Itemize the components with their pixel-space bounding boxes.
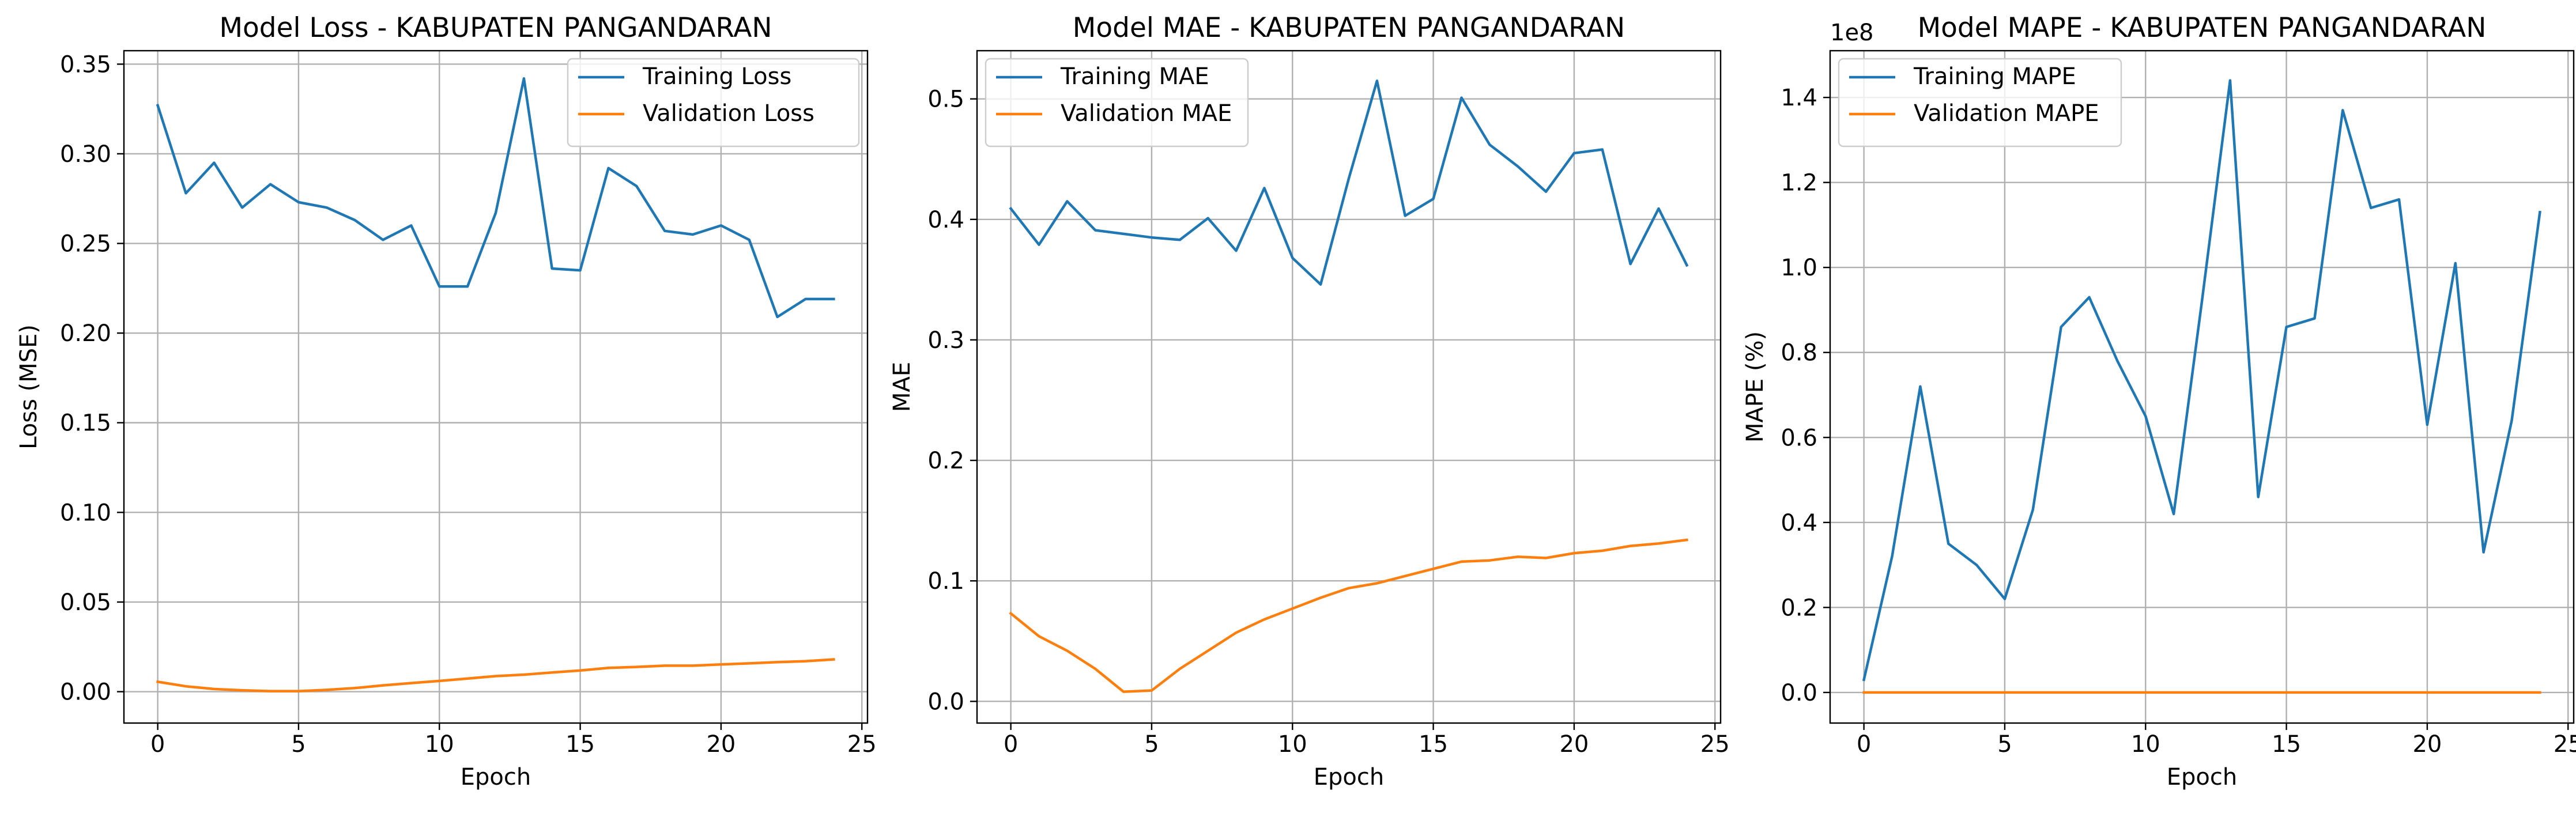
series-line-training-mape [1862,79,2541,682]
y-tick-label: 0.1 [927,568,964,595]
y-tick-label: 0.3 [927,327,964,354]
y-tick-label: 1.2 [1781,170,1817,196]
y-tick-label: 1.4 [1781,85,1817,111]
y-tick-label: 0.8 [1781,340,1817,366]
legend-box [1838,58,2122,147]
x-tick-label: 5 [1997,731,2012,758]
x-tick-label: 25 [847,731,877,758]
axes-frame [123,50,869,724]
y-tick-label: 0.0 [927,688,964,715]
y-tick-label: 0.15 [60,410,111,437]
y-tick-label: 0.5 [927,86,964,113]
x-tick-label: 15 [2272,731,2301,758]
chart-panel-3: 0 5 10 15 20 25 0.0 0.2 0.4 0.6 0.8 1.0 1.2 1.4 Epoch M… [1742,12,2576,790]
x-tick-label: 15 [1419,731,1448,758]
x-axis-label: Epoch [2167,764,2237,790]
x-tick-label: 0 [1004,731,1018,758]
series-line-training-loss [156,77,835,319]
legend-box [567,58,860,147]
y-tick-label: 0.30 [60,141,111,168]
legend-box [985,58,1249,147]
y-tick-label: 0.35 [60,51,111,78]
x-tick-label: 10 [425,731,454,758]
y-axis-offset-label: 1e8 [1830,20,1874,46]
x-tick-label: 10 [1278,731,1307,758]
legend: Training MAE Validation MAE [985,58,1249,147]
x-tick-label: 0 [150,731,165,758]
x-tick-label: 20 [2412,731,2442,758]
x-tick-label: 25 [1700,731,1730,758]
y-tick-label: 0.2 [1781,595,1817,621]
legend: Training Loss Validation Loss [567,58,860,147]
chart-title: Model Loss - KABUPATEN PANGANDARAN [219,12,772,44]
x-tick-label: 0 [1857,731,1871,758]
y-tick-label: 0.2 [927,448,964,474]
x-axis-label: Epoch [1314,764,1384,790]
y-axis-label: MAPE (%) [1742,331,1768,442]
series-line-validation-mae [1009,538,1688,693]
legend-label: Validation MAPE [1914,100,2099,127]
x-tick-label: 5 [291,731,306,758]
y-axis-label: MAE [889,362,915,412]
x-tick-label: 5 [1144,731,1159,758]
axes-frame [976,50,1722,724]
x-tick-label: 10 [2131,731,2160,758]
legend-label: Training MAPE [1913,63,2076,90]
legend-label: Training MAE [1060,63,1209,90]
y-tick-label: 0.6 [1781,425,1817,451]
y-tick-label: 0.4 [927,207,964,233]
y-tick-label: 0.05 [60,589,111,616]
x-tick-label: 20 [706,731,736,758]
y-tick-label: 1.0 [1781,255,1817,281]
y-tick-label: 0.0 [1781,680,1817,706]
y-tick-label: 0.25 [60,231,111,258]
x-tick-label: 20 [1559,731,1589,758]
x-tick-label: 15 [565,731,595,758]
series-line-training-mae [1009,80,1689,286]
y-axis-label: Loss (MSE) [16,324,42,449]
x-tick-label: 25 [2554,731,2576,758]
chart-panel-2: 0 5 10 15 20 25 0.0 0.1 0.2 0.3 0.4 0.5 Epoch MAE Mode… [889,12,1730,790]
legend-label: Validation Loss [643,100,814,127]
legend-label: Validation MAE [1061,100,1232,127]
y-tick-label: 0.20 [60,320,111,347]
axes-frame [1829,50,2575,724]
chart-title: Model MAPE - KABUPATEN PANGANDARAN [1918,12,2487,44]
legend-label: Training Loss [642,63,791,90]
x-axis-label: Epoch [461,764,531,790]
y-tick-label: 0.00 [60,679,111,706]
legend: Training MAPE Validation MAPE [1838,58,2122,147]
y-tick-label: 0.4 [1781,510,1817,536]
chart-panel-1: 0 5 10 15 20 25 0.00 0.05 0.10 0.15 0.20 0.25 0.30 0.… [16,12,877,790]
series-line-validation-loss [156,658,835,693]
y-tick-label: 0.10 [60,500,111,526]
chart-title: Model MAE - KABUPATEN PANGANDARAN [1073,12,1625,44]
